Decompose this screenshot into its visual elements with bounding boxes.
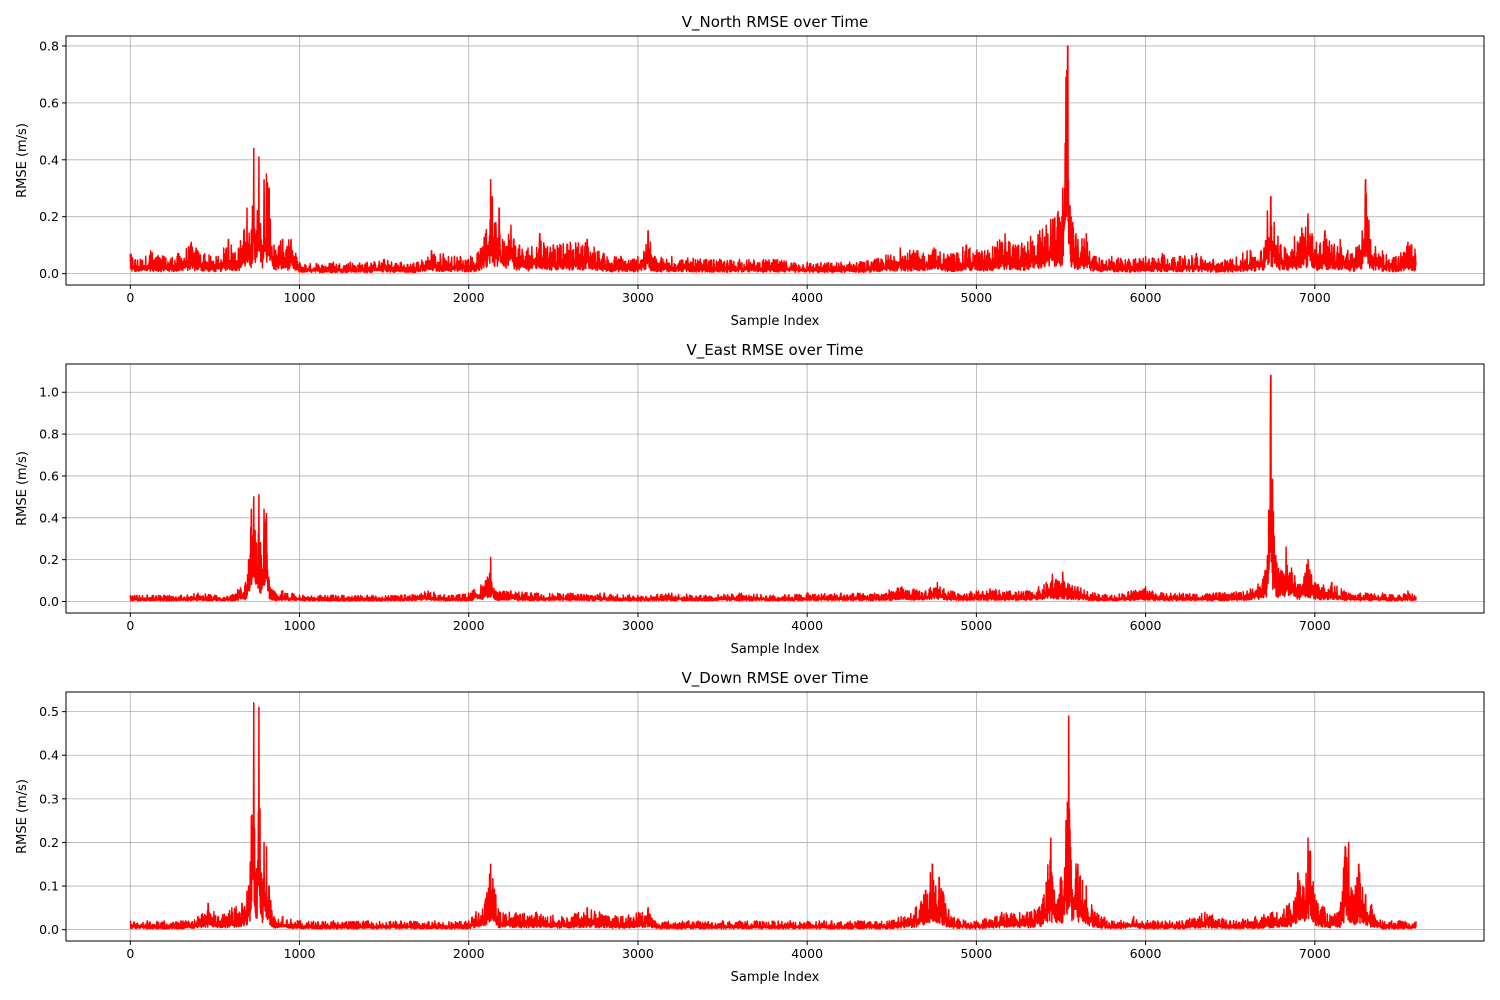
y-tick-label: 0.0 xyxy=(39,594,59,609)
x-tick-label: 7000 xyxy=(1299,618,1331,633)
x-tick-label: 5000 xyxy=(960,946,992,961)
y-tick-label: 0.1 xyxy=(39,879,59,894)
x-tick-label: 4000 xyxy=(791,618,823,633)
x-tick-label: 4000 xyxy=(791,290,823,305)
x-tick-label: 6000 xyxy=(1130,946,1162,961)
x-axis-label: Sample Index xyxy=(731,642,820,657)
x-tick-label: 1000 xyxy=(284,946,316,961)
series-line xyxy=(129,374,1417,602)
y-tick-label: 0.4 xyxy=(39,748,59,763)
x-tick-label: 0 xyxy=(126,946,134,961)
x-tick-label: 3000 xyxy=(622,290,654,305)
y-tick-label: 0.3 xyxy=(39,791,59,806)
y-tick-label: 0.4 xyxy=(39,152,59,167)
x-tick-label: 0 xyxy=(126,618,134,633)
x-tick-label: 4000 xyxy=(791,946,823,961)
chart-panel-3: 0 1000 2000 3000 4000 5000 6000 7000 0.0 0.1 0.2 0.… xyxy=(15,669,1485,985)
y-axis-label: RMSE (m/s) xyxy=(15,451,30,526)
x-tick-label: 7000 xyxy=(1299,290,1331,305)
y-tick-label: 0.2 xyxy=(39,552,59,567)
y-tick-label: 0.0 xyxy=(39,922,59,937)
x-tick-label: 7000 xyxy=(1299,946,1331,961)
y-tick-label: 0.5 xyxy=(39,704,59,719)
x-tick-label: 1000 xyxy=(284,618,316,633)
x-tick-label: 6000 xyxy=(1130,290,1162,305)
series-line xyxy=(129,45,1417,274)
x-axis-label: Sample Index xyxy=(731,314,820,329)
y-tick-label: 0.4 xyxy=(39,510,59,525)
x-tick-label: 5000 xyxy=(960,618,992,633)
x-tick-label: 3000 xyxy=(622,946,654,961)
y-tick-label: 0.2 xyxy=(39,209,59,224)
x-tick-label: 2000 xyxy=(453,618,485,633)
y-tick-label: 0.6 xyxy=(39,95,59,110)
chart-title: V_North RMSE over Time xyxy=(682,13,869,32)
x-tick-label: 3000 xyxy=(622,618,654,633)
x-tick-label: 2000 xyxy=(453,290,485,305)
y-tick-label: 0.8 xyxy=(39,427,59,442)
chart-title: V_East RMSE over Time xyxy=(687,341,864,360)
axes-frame xyxy=(65,691,1485,942)
y-axis-label: RMSE (m/s) xyxy=(15,779,30,854)
y-tick-label: 0.2 xyxy=(39,835,59,850)
axes-frame xyxy=(65,35,1485,286)
chart-title: V_Down RMSE over Time xyxy=(681,669,868,688)
x-tick-label: 6000 xyxy=(1130,618,1162,633)
y-axis-label: RMSE (m/s) xyxy=(15,123,30,198)
x-axis-label: Sample Index xyxy=(731,970,820,985)
chart-panel-1: 0 1000 2000 3000 4000 5000 6000 7000 0.0 0.2 0.4 0.… xyxy=(15,13,1485,329)
x-tick-label: 0 xyxy=(126,290,134,305)
chart-panel-2: 0 1000 2000 3000 4000 5000 6000 7000 0.0 0.2 0.4 0.… xyxy=(15,341,1485,657)
x-tick-label: 2000 xyxy=(453,946,485,961)
series-line xyxy=(129,702,1417,930)
y-tick-label: 0.0 xyxy=(39,266,59,281)
x-tick-label: 1000 xyxy=(284,290,316,305)
y-tick-label: 0.8 xyxy=(39,38,59,53)
axes-frame xyxy=(65,363,1485,614)
x-tick-label: 5000 xyxy=(960,290,992,305)
y-tick-label: 1.0 xyxy=(39,385,59,400)
y-tick-label: 0.6 xyxy=(39,468,59,483)
